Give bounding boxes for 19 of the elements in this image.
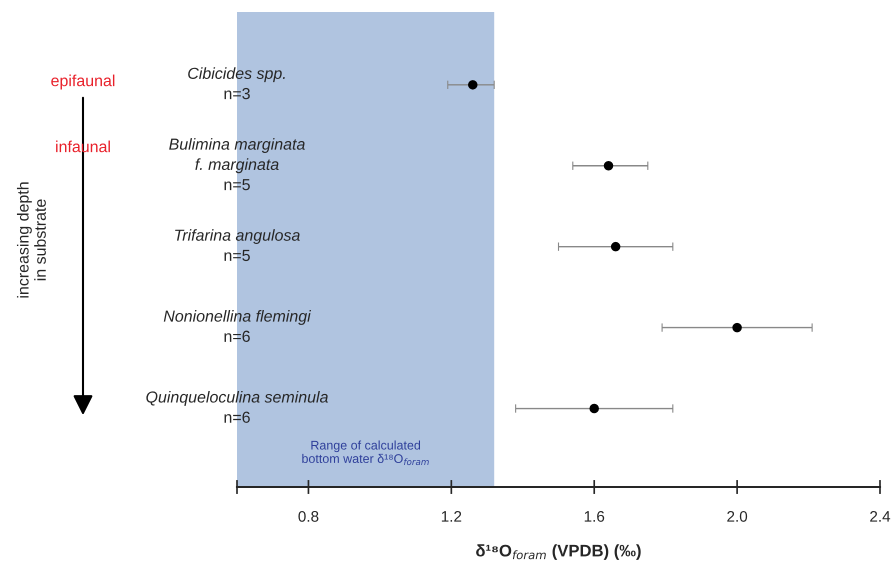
point bbox=[610, 242, 620, 252]
x-tick-label: 2.4 bbox=[870, 511, 890, 522]
y-tick-label: Bulimina marginata f. marginata n=5 bbox=[169, 138, 305, 190]
x-axis-title: δ¹⁸O$_{foram}$ (VPDB) (‰) bbox=[476, 544, 641, 560]
point bbox=[604, 161, 614, 170]
y-tick-label: Quinqueloculina seminula n=6 bbox=[146, 390, 328, 423]
text: epifaunal bbox=[51, 74, 114, 90]
y-tick-label: Trifarina angulosa n=5 bbox=[175, 229, 300, 262]
text: increasing depth in substrate bbox=[16, 182, 46, 298]
band-label: Range of calculated bottom water δ¹⁸O$_{foram}$ bbox=[302, 440, 429, 466]
y-tick-label: Nonionellina flemingi n=6 bbox=[164, 310, 312, 342]
x-tick-label: 2.0 bbox=[727, 511, 748, 522]
y-tick-label: Cibicides spp. n=3 bbox=[188, 67, 285, 100]
point bbox=[589, 404, 599, 414]
x-tick-label: 1.2 bbox=[442, 511, 462, 522]
point bbox=[468, 80, 478, 90]
x-tick-label: 0.8 bbox=[298, 511, 318, 522]
point bbox=[732, 322, 742, 332]
x-tick-label: 1.6 bbox=[584, 511, 604, 522]
